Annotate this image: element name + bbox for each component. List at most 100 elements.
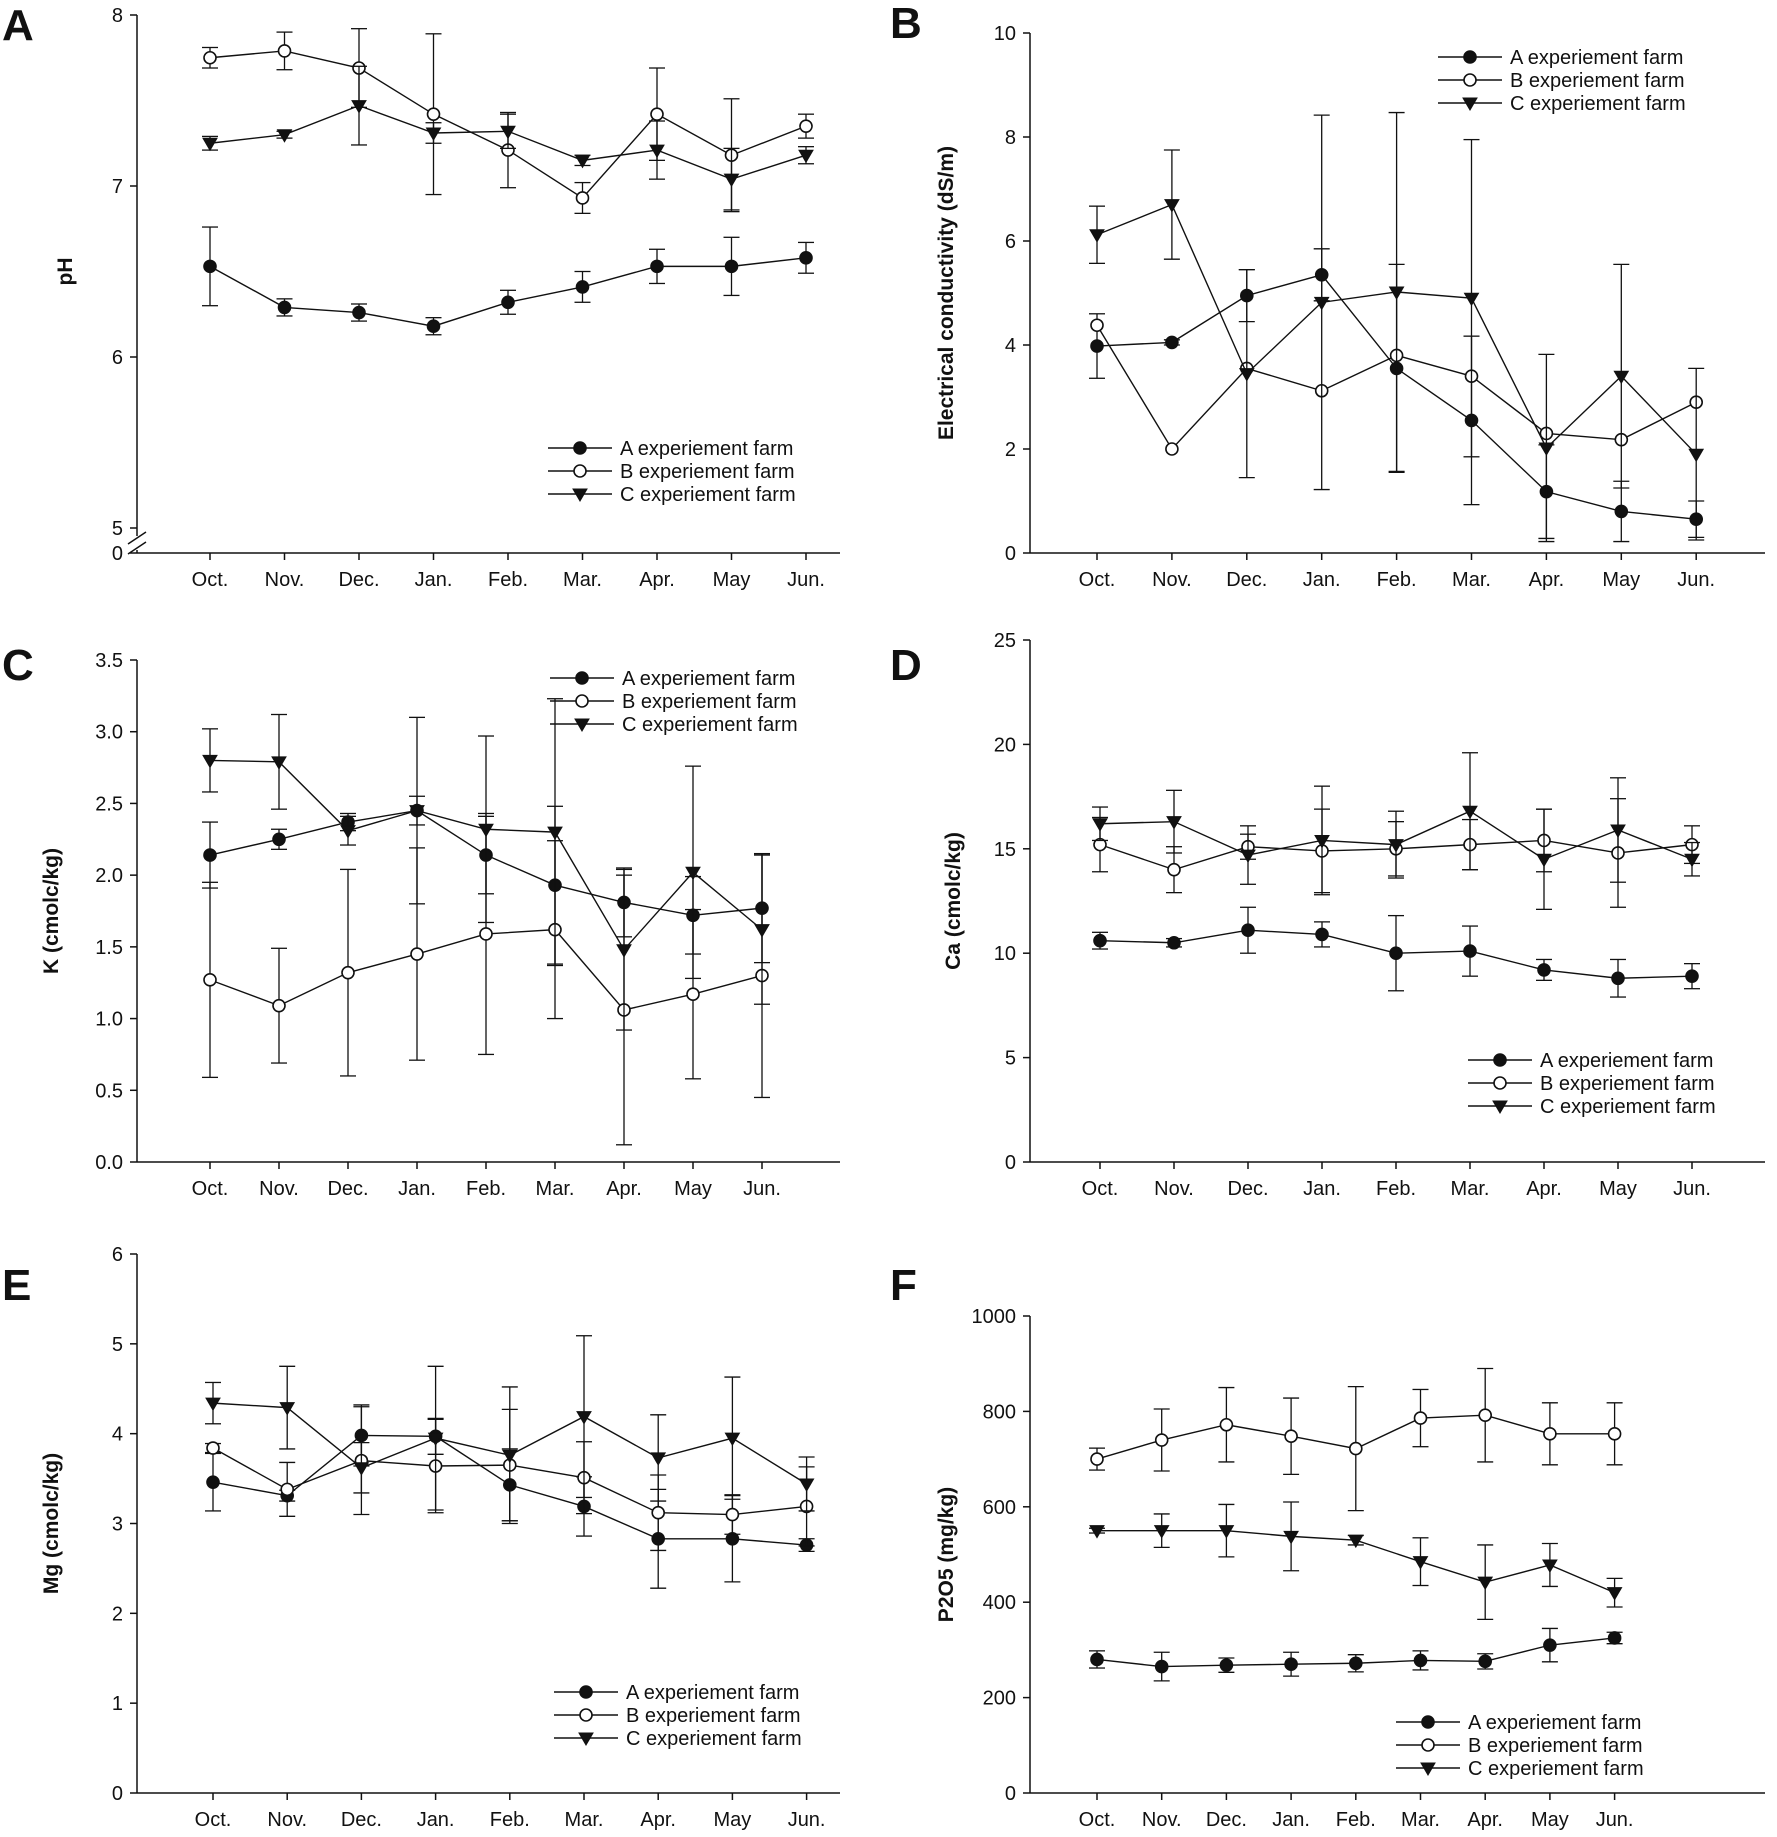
x-tick-label: Oct. — [1079, 1809, 1116, 1831]
x-tick-label: Nov. — [1142, 1809, 1182, 1831]
series-c — [202, 65, 814, 211]
y-tick-label: 1000 — [972, 1306, 1017, 1328]
x-tick-label: Nov. — [1152, 569, 1192, 591]
data-point — [1238, 368, 1255, 382]
data-point — [340, 825, 356, 839]
chart-panel-a: A 0 5 6 7 8 Oct. Nov. Dec. Jan. Feb. Mar. Apr. May Jun… — [2, 1, 840, 591]
data-point — [203, 259, 217, 274]
data-point — [651, 1505, 666, 1520]
x-tick-label: Jan. — [417, 1809, 455, 1831]
panel-letter-f: F — [890, 1261, 917, 1310]
data-point — [754, 924, 770, 938]
y-tick-label: 3.5 — [95, 650, 123, 672]
data-point — [725, 1507, 740, 1522]
data-point — [1089, 229, 1105, 243]
data-point — [1607, 1631, 1622, 1645]
data-point — [1347, 1534, 1364, 1549]
data-point — [410, 947, 424, 961]
legend-label: A experiement farm — [1510, 47, 1683, 69]
y-tick-label: 0 — [1005, 1783, 1016, 1805]
y-tick-label: 5 — [112, 518, 123, 540]
legend-label: A experiement farm — [1540, 1050, 1713, 1072]
data-point — [650, 107, 664, 121]
data-point — [351, 100, 367, 114]
y-tick-label: 6 — [112, 1244, 123, 1266]
data-point — [1412, 1556, 1429, 1570]
y-tick-label: 3.0 — [95, 722, 123, 744]
data-point — [1606, 1587, 1623, 1601]
legend-marker — [1463, 50, 1477, 64]
y-axis-title: pH — [54, 258, 77, 286]
legend-label: B experiement farm — [620, 461, 795, 483]
data-point — [547, 826, 563, 841]
x-tick-label: Jun. — [788, 1809, 826, 1831]
y-tick-label: 2 — [112, 1603, 123, 1625]
y-tick-label: 1.5 — [95, 937, 123, 959]
data-point — [206, 1441, 220, 1455]
data-point — [206, 1475, 220, 1489]
y-tick-label: 1.0 — [95, 1009, 123, 1031]
legend-marker — [1493, 1076, 1507, 1090]
data-point — [1388, 286, 1405, 300]
x-tick-label: Mar. — [1452, 569, 1491, 591]
x-tick-label: Dec. — [1206, 1809, 1247, 1831]
data-point — [280, 1482, 295, 1497]
x-tick-label: May — [713, 569, 751, 591]
legend-label: A experiement farm — [622, 668, 795, 690]
legend-marker — [578, 1732, 594, 1746]
x-tick-label: Dec. — [341, 1809, 382, 1831]
legend-marker — [1421, 1738, 1435, 1752]
data-point — [1685, 969, 1699, 983]
data-point — [352, 305, 366, 320]
y-tick-label: 0.0 — [95, 1152, 123, 1174]
data-point — [1167, 935, 1181, 950]
x-tick-label: Oct. — [1082, 1178, 1119, 1200]
series-c — [1089, 111, 1705, 543]
legend-marker — [575, 671, 589, 685]
x-tick-label: Mar. — [1401, 1809, 1440, 1831]
data-point — [1090, 339, 1104, 353]
data-point — [1240, 849, 1256, 864]
x-tick-label: Apr. — [1467, 1809, 1503, 1831]
x-tick-label: Mar. — [536, 1178, 575, 1200]
data-point — [1093, 933, 1107, 948]
data-point — [798, 1478, 815, 1492]
data-point — [1090, 1652, 1104, 1667]
legend-label: C experiement farm — [1540, 1096, 1716, 1118]
data-point — [203, 848, 217, 862]
data-point — [279, 1402, 296, 1416]
y-tick-label: 4 — [1005, 335, 1016, 357]
data-point — [277, 300, 292, 315]
data-point — [1349, 1441, 1363, 1456]
y-tick-label: 6 — [1005, 231, 1016, 253]
data-point — [409, 805, 425, 819]
panel-letter-b: B — [890, 0, 922, 48]
data-point — [1413, 1411, 1428, 1425]
data-point — [478, 823, 494, 838]
y-tick-label: 0.5 — [95, 1080, 123, 1102]
data-point — [341, 965, 355, 980]
series-b — [1089, 1367, 1623, 1512]
data-point — [576, 1411, 592, 1425]
x-tick-label: May — [714, 1809, 752, 1831]
x-tick-label: May — [674, 1178, 712, 1200]
y-axis-title: Mg (cmolc/kg) — [40, 1453, 63, 1594]
legend-label: C experiement farm — [626, 1728, 802, 1750]
x-tick-label: Feb. — [488, 569, 528, 591]
data-point — [1607, 1427, 1622, 1441]
series-c — [205, 1335, 815, 1525]
legend-label: C experiement farm — [620, 484, 796, 506]
data-point — [799, 119, 813, 133]
series-a — [1092, 906, 1700, 998]
y-tick-label: 200 — [983, 1688, 1016, 1710]
data-point — [1165, 442, 1179, 456]
x-tick-label: Feb. — [490, 1809, 530, 1831]
legend-marker — [573, 441, 587, 455]
data-point — [724, 1432, 741, 1447]
data-point — [426, 319, 441, 334]
data-point — [1219, 1417, 1234, 1432]
x-tick-label: Jan. — [1303, 1178, 1341, 1200]
